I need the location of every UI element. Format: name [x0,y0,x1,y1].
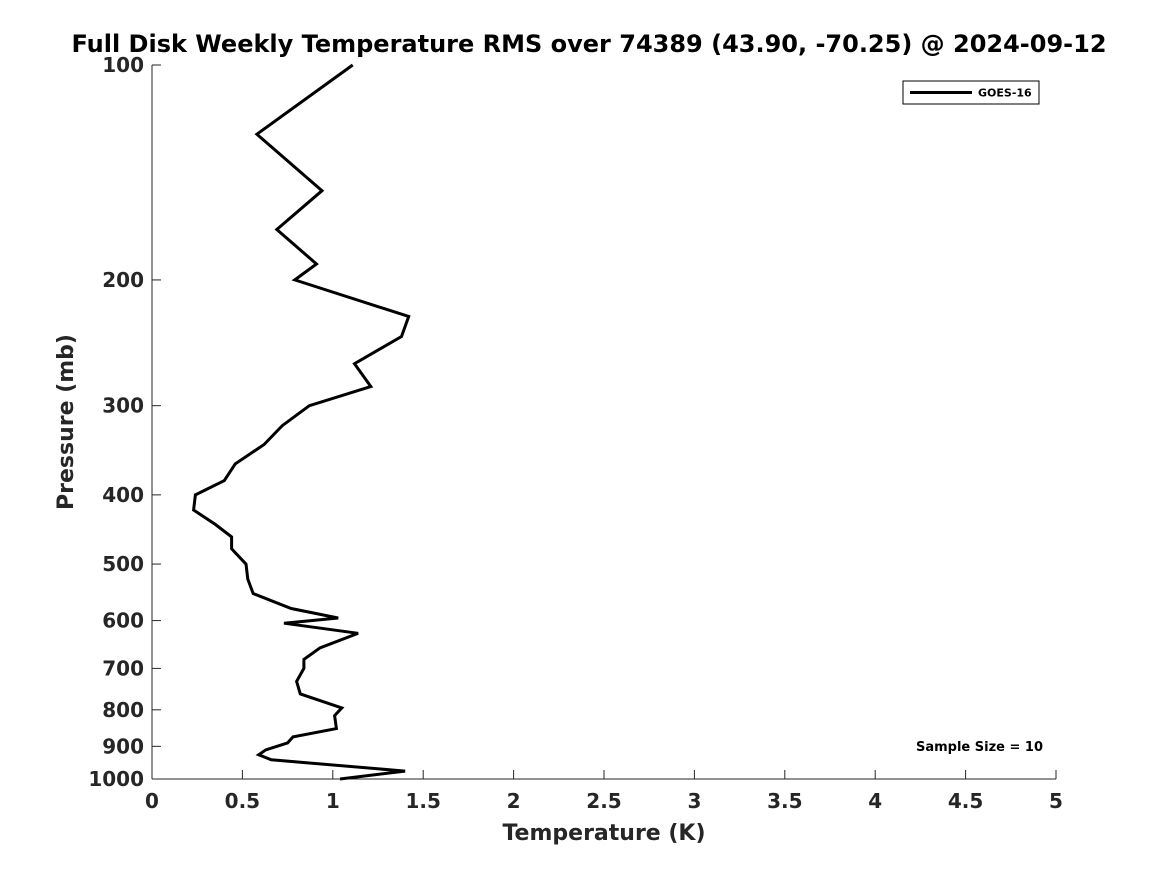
sample-size-annotation: Sample Size = 10 [916,740,1043,755]
x-tick-label: 4.5 [948,789,983,813]
y-axis-label: Pressure (mb) [54,334,79,510]
y-tick-label: 700 [102,656,144,680]
x-tick-label: 2 [507,789,521,813]
x-tick-label: 0.5 [225,789,260,813]
x-tick-label: 3.5 [767,789,802,813]
x-tick-label: 3 [687,789,701,813]
x-tick-label: 1 [326,789,340,813]
x-ticks: 0 0.5 1 1.5 2 2.5 3 3.5 4 4.5 5 [145,770,1063,813]
x-tick-label: 5 [1049,789,1063,813]
series-line-goes-16 [192,63,411,781]
y-tick-label: 900 [102,734,144,758]
y-ticks: 100 200 300 400 500 600 700 800 900 1000 [88,53,161,791]
x-axis-label: Temperature (K) [502,821,705,846]
chart-title: Full Disk Weekly Temperature RMS over 74… [71,30,1106,58]
legend-label-goes-16: GOES-16 [978,87,1032,100]
y-tick-label: 600 [102,609,144,633]
legend: GOES-16 [902,80,1040,105]
y-tick-label: 1000 [88,767,144,791]
y-tick-label: 300 [102,394,144,418]
y-tick-label: 100 [102,53,144,77]
y-tick-label: 800 [102,698,144,722]
x-tick-label: 4 [868,789,882,813]
x-tick-label: 0 [145,789,159,813]
y-tick-label: 500 [102,552,144,576]
y-tick-label: 400 [102,483,144,507]
y-tick-label: 200 [102,268,144,292]
x-tick-label: 1.5 [405,789,440,813]
x-tick-label: 2.5 [586,789,621,813]
